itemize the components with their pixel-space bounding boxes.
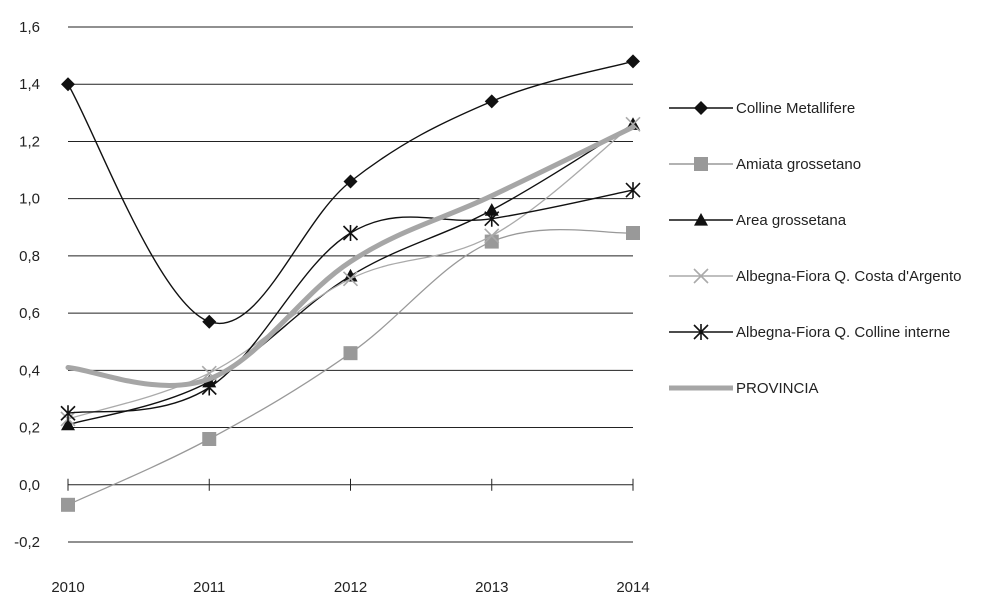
- series-line: [67, 60, 634, 325]
- data-point-diamond: [61, 77, 75, 92]
- data-point-x: [693, 268, 709, 284]
- legend-label: Albegna-Fiora Q. Costa d'Argento: [736, 267, 962, 285]
- data-point-triangle: [343, 268, 358, 282]
- data-point-diamond: [343, 174, 358, 189]
- y-tick-label: 0,6: [19, 305, 40, 322]
- data-point-asterisk: [60, 405, 76, 422]
- legend-item: Albegna-Fiora Q. Costa d'Argento: [668, 248, 1002, 304]
- legend-item: Albegna-Fiora Q. Colline interne: [668, 304, 1002, 360]
- series-3: [60, 116, 641, 427]
- series-lines: [60, 54, 641, 512]
- y-tick-label: 1,2: [19, 133, 40, 150]
- data-point-triangle: [61, 417, 75, 431]
- y-tick-label: 1,6: [19, 19, 40, 36]
- x-tick-label: 2012: [334, 579, 367, 596]
- data-point-diamond: [484, 94, 499, 109]
- x-axis: [67, 478, 634, 491]
- data-point-diamond: [626, 54, 640, 69]
- series-line: [67, 189, 634, 414]
- data-point-triangle: [694, 213, 708, 226]
- x-tick-label: 2010: [51, 579, 84, 596]
- data-point-square: [626, 226, 640, 240]
- data-point-diamond: [694, 101, 708, 115]
- data-point-square: [61, 497, 75, 512]
- data-point-x: [484, 228, 500, 244]
- y-tick-label: 0,8: [19, 248, 40, 265]
- y-tick-label: 0,4: [19, 362, 40, 379]
- x-tick-label: 2013: [475, 579, 508, 596]
- data-point-asterisk: [693, 324, 709, 340]
- gridlines: [68, 26, 633, 543]
- series-5: [65, 124, 636, 388]
- legend-label: PROVINCIA: [736, 379, 819, 397]
- legend-item: Area grossetana: [668, 192, 1002, 248]
- data-point-asterisk: [625, 182, 641, 199]
- legend-swatch: [669, 385, 733, 391]
- data-point-square: [694, 157, 708, 171]
- series-4: [60, 182, 641, 422]
- y-tick-label: 0,2: [19, 420, 40, 437]
- data-point-asterisk: [484, 210, 500, 227]
- series-line: [65, 124, 636, 388]
- legend-swatch: [669, 324, 733, 340]
- series-1: [61, 226, 640, 512]
- data-point-triangle: [484, 203, 499, 216]
- legend-label: Albegna-Fiora Q. Colline interne: [736, 323, 951, 341]
- x-axis-tick-labels: 2010 2011 2012 2013 2014: [51, 579, 649, 596]
- series-0: [61, 54, 640, 329]
- legend-item: Colline Metallifere: [668, 80, 1002, 136]
- y-tick-label: -0,2: [14, 534, 40, 551]
- legend-swatch: [669, 268, 733, 284]
- data-point-x: [342, 271, 359, 287]
- data-point-asterisk: [342, 225, 359, 241]
- y-tick-label: 1,0: [19, 191, 40, 208]
- y-tick-label: 1,4: [19, 76, 40, 93]
- legend-label: Colline Metallifere: [736, 99, 856, 117]
- legend-swatch: [669, 101, 733, 115]
- chart-legend: Colline Metallifere Amiata grossetano Area…: [668, 80, 1002, 416]
- data-point-square: [202, 432, 217, 446]
- legend-label: Area grossetana: [736, 211, 847, 229]
- legend-item: PROVINCIA: [668, 360, 1002, 416]
- legend-swatch: [669, 213, 733, 226]
- y-axis-tick-labels: -0,2 0,0 0,2 0,4 0,6 0,8 1,0 1,2 1,4 1,6: [14, 19, 40, 551]
- y-tick-label: 0,0: [19, 477, 40, 494]
- data-point-square: [343, 346, 358, 361]
- legend-item: Amiata grossetano: [668, 136, 1002, 192]
- x-tick-label: 2011: [193, 579, 225, 596]
- legend-label: Amiata grossetano: [736, 155, 862, 173]
- data-point-diamond: [202, 314, 217, 329]
- x-tick-label: 2014: [616, 579, 649, 596]
- legend-swatch: [669, 157, 733, 171]
